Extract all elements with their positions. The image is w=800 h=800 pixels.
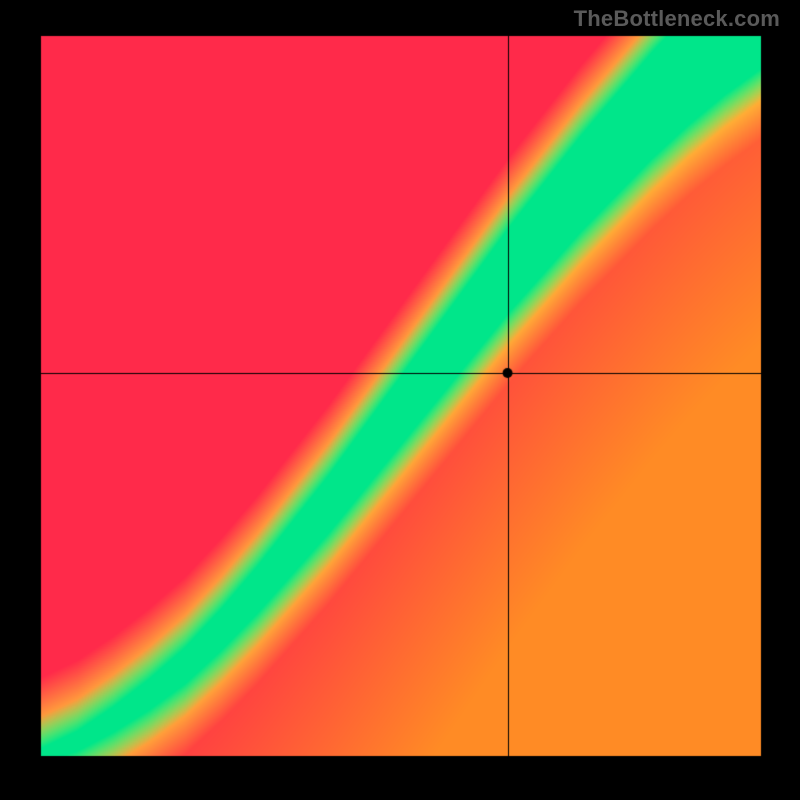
heatmap-canvas — [0, 0, 800, 800]
watermark-text: TheBottleneck.com — [574, 6, 780, 32]
chart-container: TheBottleneck.com — [0, 0, 800, 800]
